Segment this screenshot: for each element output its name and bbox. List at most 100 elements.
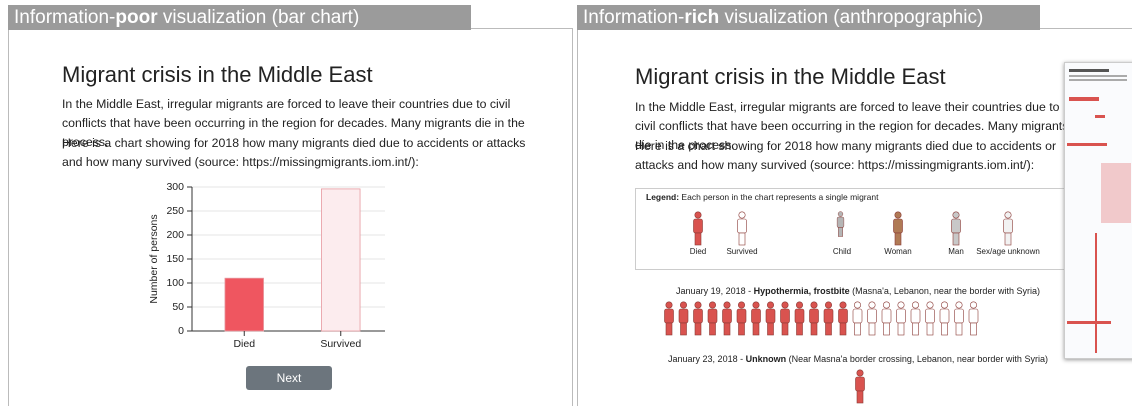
body: [940, 309, 949, 323]
head: [695, 212, 701, 218]
legs: [811, 323, 817, 335]
body: [1004, 219, 1013, 233]
y-tick-label: 200: [166, 229, 184, 241]
body: [882, 309, 891, 323]
head: [680, 302, 686, 308]
legs: [857, 391, 863, 403]
body: [926, 309, 935, 323]
head: [840, 302, 846, 308]
legend-item: Died: [690, 247, 706, 256]
y-tick-label: 250: [166, 205, 184, 217]
header-bold: rich: [684, 7, 719, 28]
legs: [710, 323, 716, 335]
legs: [913, 323, 919, 335]
event-caption: January 19, 2018 - Hypothermia, frostbit…: [618, 286, 1098, 296]
legs: [956, 323, 962, 335]
legs: [768, 323, 774, 335]
header-text: Information-: [14, 7, 115, 28]
person-icon: [694, 302, 703, 335]
person-icon: [708, 302, 717, 335]
legs: [695, 323, 701, 335]
y-axis-label: Number of persons: [148, 214, 160, 303]
body: [969, 309, 978, 323]
legs: [942, 323, 948, 335]
title: Migrant crisis in the Middle East: [62, 62, 373, 88]
person-icon: [839, 302, 848, 335]
legs: [927, 323, 933, 335]
legs: [884, 323, 890, 335]
body: [679, 309, 688, 323]
person-icon: [679, 302, 688, 335]
body: [665, 309, 674, 323]
body: [824, 309, 833, 323]
legs: [826, 323, 832, 335]
legend-item: Survived: [726, 247, 757, 256]
person-icon: [723, 302, 732, 335]
person-icon: [752, 302, 761, 335]
legs: [898, 323, 904, 335]
person-icon: [955, 302, 964, 335]
head: [956, 302, 962, 308]
person-icon: [781, 302, 790, 335]
head: [695, 302, 701, 308]
legs: [782, 323, 788, 335]
person-icon: [952, 212, 961, 245]
event-caption: January 23, 2018 - Unknown (Near Masna'a…: [618, 354, 1098, 364]
x-tick-label: Survived: [320, 338, 361, 350]
head: [739, 212, 745, 218]
person-icon: [694, 212, 703, 245]
body: [897, 309, 906, 323]
person-icon: [856, 370, 865, 403]
y-tick-label: 0: [178, 325, 184, 337]
body: [694, 309, 703, 323]
head: [666, 302, 672, 308]
legs: [855, 323, 861, 335]
title: Migrant crisis in the Middle East: [635, 64, 946, 90]
body: [781, 309, 790, 323]
legs: [971, 323, 977, 335]
person-icon: [795, 302, 804, 335]
head: [782, 302, 788, 308]
body: [738, 219, 747, 233]
legs: [666, 323, 672, 335]
person-icon: [853, 302, 862, 335]
person-icon: [868, 302, 877, 335]
head: [854, 302, 860, 308]
legend-item: Child: [833, 247, 851, 256]
person-icon: [940, 302, 949, 335]
person-icon: [969, 302, 978, 335]
y-tick-label: 100: [166, 277, 184, 289]
person-icon: [837, 212, 844, 237]
paragraph: Here is a chart showing for 2018 how man…: [635, 137, 1075, 175]
head: [709, 302, 715, 308]
body: [766, 309, 775, 323]
person-icon: [824, 302, 833, 335]
head: [927, 302, 933, 308]
legs: [895, 233, 901, 245]
head: [941, 302, 947, 308]
person-icon: [738, 212, 747, 245]
person-icon: [897, 302, 906, 335]
person-icon: [882, 302, 891, 335]
next-button[interactable]: Next: [246, 366, 332, 390]
head: [796, 302, 802, 308]
event-cause: Unknown: [746, 354, 787, 364]
y-tick-label: 300: [166, 181, 184, 193]
legs: [681, 323, 687, 335]
head: [724, 302, 730, 308]
people-row: [846, 367, 876, 406]
head: [838, 212, 843, 217]
legend-item: Sex/age unknown: [976, 247, 1040, 256]
legs: [753, 323, 759, 335]
body: [723, 309, 732, 323]
body: [856, 377, 865, 391]
person-icon: [911, 302, 920, 335]
head: [883, 302, 889, 308]
legend-item: Woman: [884, 247, 911, 256]
legs: [797, 323, 803, 335]
head: [970, 302, 976, 308]
person-icon: [737, 302, 746, 335]
legend-item: Man: [948, 247, 964, 256]
head: [869, 302, 875, 308]
y-tick-label: 150: [166, 253, 184, 265]
